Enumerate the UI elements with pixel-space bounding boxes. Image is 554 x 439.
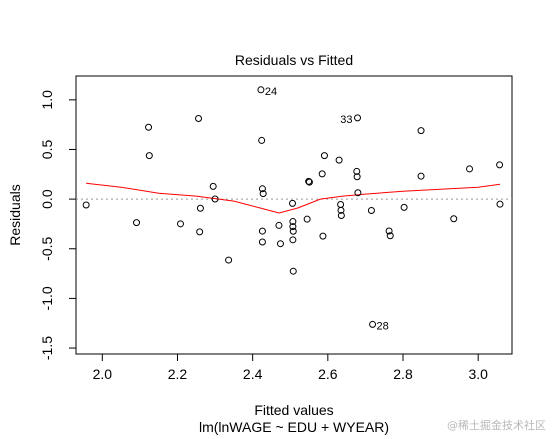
point-labels-layer: 24 33 28 xyxy=(265,86,389,333)
data-point xyxy=(133,219,141,227)
data-point xyxy=(337,206,345,214)
smoother-line xyxy=(86,182,501,214)
data-point xyxy=(145,152,153,160)
data-point xyxy=(258,185,266,193)
data-point xyxy=(417,172,425,180)
data-point xyxy=(400,203,408,211)
y-axis: -1.5 -1.0 -0.5 0.0 0.5 1.0 xyxy=(39,90,77,360)
y-tick-label: 1.0 xyxy=(39,90,55,110)
data-point xyxy=(354,189,362,197)
x-tick-label: 2.8 xyxy=(393,366,413,382)
x-tick-label: 2.2 xyxy=(168,366,188,382)
point-label: 28 xyxy=(377,320,389,332)
point-label: 33 xyxy=(340,114,352,126)
data-point xyxy=(466,165,474,173)
data-point xyxy=(196,228,204,236)
data-point xyxy=(276,240,284,248)
data-point xyxy=(354,114,362,122)
data-point xyxy=(259,190,267,198)
data-point xyxy=(258,238,266,246)
data-point xyxy=(211,195,219,203)
data-point xyxy=(305,178,313,186)
data-point xyxy=(289,223,297,231)
y-axis-label: Residuals xyxy=(7,184,23,245)
data-point xyxy=(195,114,203,122)
data-point xyxy=(319,232,327,240)
x-tick-label: 2.4 xyxy=(243,366,263,382)
data-point xyxy=(369,320,377,328)
data-point xyxy=(318,170,326,178)
plot-frame xyxy=(75,75,513,355)
y-tick-label: 0.5 xyxy=(39,140,55,160)
x-tick-label: 2.0 xyxy=(93,366,113,382)
data-point xyxy=(258,136,266,144)
data-point xyxy=(305,177,313,185)
data-point xyxy=(353,167,361,175)
data-point xyxy=(337,200,345,208)
data-point xyxy=(450,215,458,223)
data-point xyxy=(289,267,297,275)
data-point xyxy=(367,207,375,215)
data-point xyxy=(289,218,297,226)
data-point xyxy=(275,221,283,229)
x-axis: 2.0 2.2 2.4 2.6 2.8 3.0 xyxy=(93,353,488,382)
data-point xyxy=(145,123,153,131)
data-point xyxy=(337,211,345,219)
y-tick-label: -0.5 xyxy=(39,236,55,260)
data-point xyxy=(289,236,297,244)
data-point xyxy=(417,127,425,135)
points-layer xyxy=(82,86,504,328)
x-tick-label: 3.0 xyxy=(468,366,488,382)
data-point xyxy=(225,256,233,264)
data-point xyxy=(496,200,504,208)
data-point xyxy=(289,227,297,235)
data-point xyxy=(353,173,361,181)
data-point xyxy=(288,199,296,207)
x-axis-label: Fitted values xyxy=(254,402,333,418)
data-point xyxy=(196,204,204,212)
data-point xyxy=(209,182,217,190)
data-point xyxy=(82,201,90,209)
data-point xyxy=(303,215,311,223)
data-point xyxy=(335,156,343,164)
x-tick-label: 2.6 xyxy=(318,366,338,382)
data-point xyxy=(176,220,184,228)
data-point xyxy=(386,232,394,240)
y-tick-label: 0.0 xyxy=(39,189,55,209)
data-point xyxy=(257,86,265,94)
chart-title: Residuals vs Fitted xyxy=(235,52,353,68)
data-point xyxy=(320,152,328,160)
watermark: @稀土掘金技术社区 xyxy=(447,419,546,432)
point-label: 24 xyxy=(265,86,277,98)
y-tick-label: -1.5 xyxy=(39,336,55,360)
data-point xyxy=(385,227,393,235)
data-point xyxy=(258,227,266,235)
y-tick-label: -1.0 xyxy=(39,286,55,310)
data-point xyxy=(496,161,504,169)
model-formula-label: lm(lnWAGE ~ EDU + WYEAR) xyxy=(199,419,389,435)
